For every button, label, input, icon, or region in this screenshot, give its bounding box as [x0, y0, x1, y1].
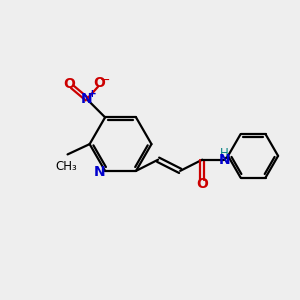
Text: O: O [63, 77, 75, 91]
Text: O: O [94, 76, 105, 90]
Text: N: N [81, 92, 93, 106]
Text: O: O [196, 177, 208, 191]
Text: H: H [220, 147, 229, 160]
Text: CH₃: CH₃ [55, 160, 77, 173]
Text: N: N [94, 165, 106, 179]
Text: −: − [99, 74, 110, 87]
Text: +: + [88, 89, 97, 99]
Text: N: N [218, 153, 230, 167]
